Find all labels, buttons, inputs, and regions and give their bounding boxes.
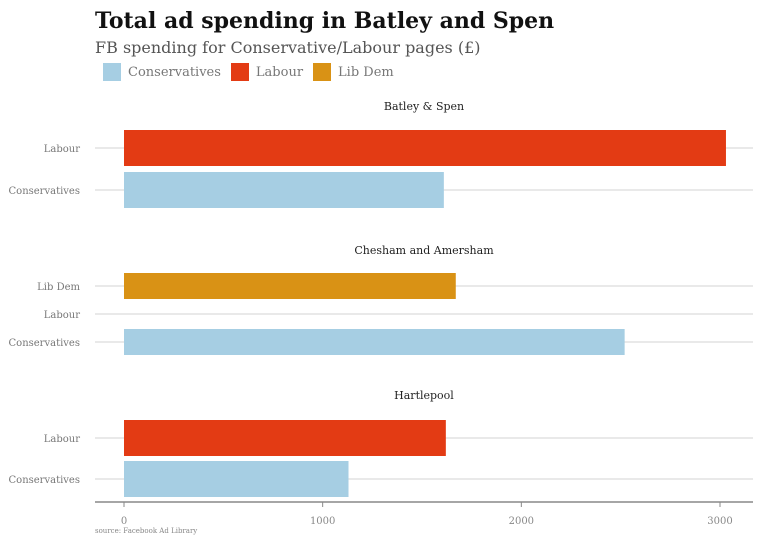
chart-subtitle: FB spending for Conservative/Labour page…	[95, 38, 481, 57]
x-tick-label-2000: 2000	[509, 516, 534, 527]
chart-title: Total ad spending in Batley and Spen	[95, 8, 555, 34]
category-label-batley-spen-conservatives: Conservatives	[9, 186, 80, 197]
x-tick-label-1000: 1000	[310, 516, 335, 527]
panel-title-hartlepool: Hartlepool	[394, 389, 454, 402]
bar-batley-spen-labour	[124, 130, 726, 166]
legend-label-labour: Labour	[255, 64, 304, 80]
legend-label-conservatives: Conservatives	[128, 64, 221, 80]
bar-hartlepool-conservatives	[124, 461, 349, 497]
bar-hartlepool-labour	[124, 420, 446, 456]
legend: Conservatives Labour Lib Dem	[103, 63, 394, 81]
legend-swatch-labour	[230, 63, 249, 81]
legend-item-conservatives: Conservatives	[103, 63, 221, 81]
x-tick-label-0: 0	[121, 516, 127, 527]
source-note: source: Facebook Ad Library	[95, 527, 198, 535]
panel-title-chesham-and-amersham: Chesham and Amersham	[354, 244, 494, 257]
category-label-hartlepool-conservatives: Conservatives	[9, 475, 80, 486]
x-tick-label-3000: 3000	[707, 516, 732, 527]
category-label-chesham-and-amersham-conservatives: Conservatives	[9, 338, 80, 349]
bar-batley-spen-conservatives	[124, 172, 444, 208]
legend-item-labour: Labour	[230, 63, 304, 81]
legend-swatch-conservatives	[103, 63, 121, 81]
category-label-chesham-and-amersham-lib-dem: Lib Dem	[37, 282, 80, 293]
bar-chesham-and-amersham-conservatives	[124, 329, 625, 355]
legend-label-lib-dem: Lib Dem	[338, 64, 394, 80]
legend-swatch-lib-dem	[313, 63, 332, 81]
category-label-batley-spen-labour: Labour	[44, 144, 80, 155]
category-label-chesham-and-amersham-labour: Labour	[44, 310, 80, 321]
category-label-hartlepool-labour: Labour	[44, 434, 80, 445]
panel-title-batley-spen: Batley & Spen	[384, 100, 464, 113]
bar-chesham-and-amersham-lib-dem	[124, 273, 456, 299]
legend-item-lib-dem: Lib Dem	[313, 63, 394, 81]
